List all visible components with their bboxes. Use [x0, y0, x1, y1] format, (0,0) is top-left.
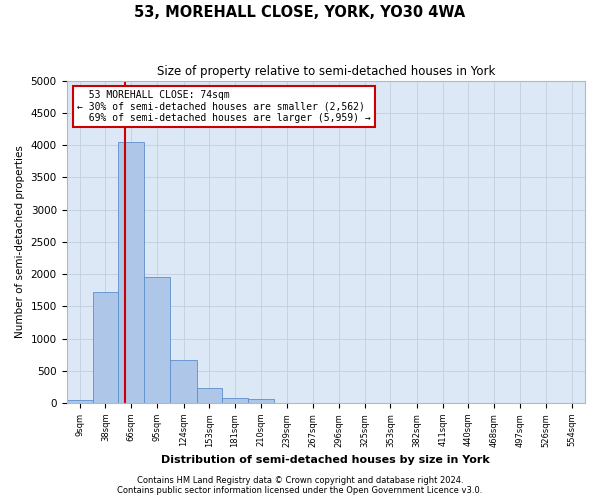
Bar: [222, 398, 248, 403]
Text: 53, MOREHALL CLOSE, YORK, YO30 4WA: 53, MOREHALL CLOSE, YORK, YO30 4WA: [134, 5, 466, 20]
Bar: [118, 142, 144, 403]
Y-axis label: Number of semi-detached properties: Number of semi-detached properties: [15, 146, 25, 338]
Text: 53 MOREHALL CLOSE: 74sqm
← 30% of semi-detached houses are smaller (2,562)
  69%: 53 MOREHALL CLOSE: 74sqm ← 30% of semi-d…: [77, 90, 371, 124]
Bar: [170, 360, 197, 403]
Bar: [248, 399, 274, 403]
Bar: [144, 278, 170, 403]
Bar: [93, 292, 118, 403]
Bar: [67, 400, 93, 403]
Text: Contains HM Land Registry data © Crown copyright and database right 2024.
Contai: Contains HM Land Registry data © Crown c…: [118, 476, 482, 495]
Title: Size of property relative to semi-detached houses in York: Size of property relative to semi-detach…: [157, 65, 495, 78]
X-axis label: Distribution of semi-detached houses by size in York: Distribution of semi-detached houses by …: [161, 455, 490, 465]
Bar: [197, 388, 222, 403]
